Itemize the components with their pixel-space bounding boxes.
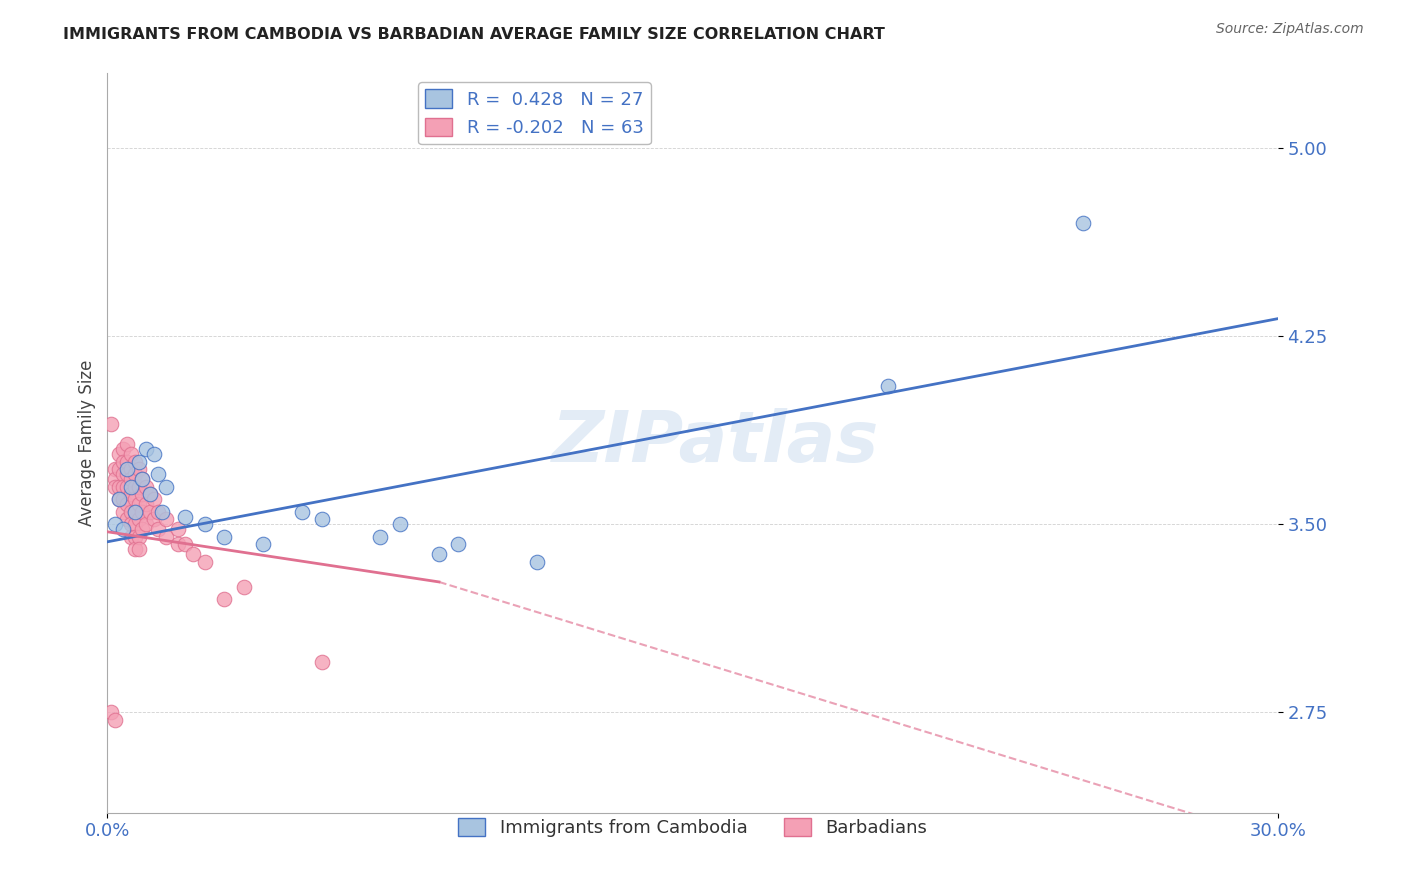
Point bbox=[128, 462, 150, 476]
Point bbox=[311, 512, 333, 526]
Point bbox=[120, 480, 142, 494]
Point bbox=[128, 530, 150, 544]
Point bbox=[124, 454, 146, 468]
Point bbox=[214, 592, 236, 607]
Point bbox=[146, 467, 169, 482]
Point bbox=[104, 472, 127, 486]
Point bbox=[370, 530, 392, 544]
Point bbox=[120, 517, 142, 532]
Point bbox=[108, 462, 131, 476]
Point bbox=[120, 462, 142, 476]
Point bbox=[111, 442, 134, 456]
Point bbox=[120, 505, 142, 519]
Point bbox=[143, 512, 166, 526]
Point bbox=[174, 537, 197, 551]
Point bbox=[128, 497, 150, 511]
Point bbox=[115, 480, 138, 494]
Point bbox=[108, 447, 131, 461]
Point bbox=[108, 492, 131, 507]
Point bbox=[131, 472, 153, 486]
Point bbox=[526, 555, 548, 569]
Point bbox=[120, 530, 142, 544]
Point bbox=[104, 517, 127, 532]
Point bbox=[124, 542, 146, 557]
Point bbox=[143, 492, 166, 507]
Point bbox=[174, 509, 197, 524]
Point bbox=[111, 492, 134, 507]
Point bbox=[135, 517, 157, 532]
Point bbox=[311, 655, 333, 669]
Point bbox=[427, 547, 450, 561]
Point bbox=[876, 379, 898, 393]
Point bbox=[111, 454, 134, 468]
Point bbox=[194, 555, 217, 569]
Point bbox=[104, 713, 127, 727]
Point bbox=[128, 542, 150, 557]
Point bbox=[115, 497, 138, 511]
Point bbox=[155, 480, 177, 494]
Point bbox=[139, 487, 162, 501]
Point bbox=[155, 512, 177, 526]
Text: Source: ZipAtlas.com: Source: ZipAtlas.com bbox=[1216, 22, 1364, 37]
Point bbox=[139, 505, 162, 519]
Text: ZIPatlas: ZIPatlas bbox=[553, 409, 880, 477]
Point bbox=[108, 480, 131, 494]
Point bbox=[146, 505, 169, 519]
Point bbox=[150, 505, 173, 519]
Legend: Immigrants from Cambodia, Barbadians: Immigrants from Cambodia, Barbadians bbox=[451, 811, 934, 844]
Point bbox=[111, 480, 134, 494]
Point bbox=[115, 512, 138, 526]
Point bbox=[155, 530, 177, 544]
Point bbox=[111, 467, 134, 482]
Point bbox=[115, 462, 138, 476]
Y-axis label: Average Family Size: Average Family Size bbox=[79, 359, 96, 526]
Point bbox=[115, 467, 138, 482]
Point bbox=[111, 522, 134, 536]
Point bbox=[166, 522, 188, 536]
Point bbox=[146, 522, 169, 536]
Point bbox=[388, 517, 411, 532]
Point bbox=[104, 462, 127, 476]
Point bbox=[131, 472, 153, 486]
Point bbox=[128, 512, 150, 526]
Point bbox=[108, 492, 131, 507]
Point bbox=[131, 505, 153, 519]
Point bbox=[166, 537, 188, 551]
Point bbox=[124, 467, 146, 482]
Point bbox=[120, 447, 142, 461]
Point bbox=[128, 454, 150, 468]
Point bbox=[143, 447, 166, 461]
Point bbox=[115, 437, 138, 451]
Point bbox=[214, 530, 236, 544]
Point bbox=[124, 480, 146, 494]
Point bbox=[124, 530, 146, 544]
Point bbox=[124, 505, 146, 519]
Point bbox=[115, 454, 138, 468]
Point bbox=[100, 417, 122, 431]
Point bbox=[232, 580, 254, 594]
Point bbox=[252, 537, 274, 551]
Point bbox=[194, 517, 217, 532]
Point bbox=[139, 487, 162, 501]
Point bbox=[104, 480, 127, 494]
Point bbox=[124, 492, 146, 507]
Point bbox=[131, 487, 153, 501]
Point bbox=[131, 522, 153, 536]
Point bbox=[124, 517, 146, 532]
Point bbox=[100, 706, 122, 720]
Point bbox=[124, 505, 146, 519]
Point bbox=[135, 442, 157, 456]
Point bbox=[135, 497, 157, 511]
Point bbox=[111, 505, 134, 519]
Point bbox=[447, 537, 470, 551]
Text: IMMIGRANTS FROM CAMBODIA VS BARBADIAN AVERAGE FAMILY SIZE CORRELATION CHART: IMMIGRANTS FROM CAMBODIA VS BARBADIAN AV… bbox=[63, 27, 886, 42]
Point bbox=[291, 505, 314, 519]
Point bbox=[135, 480, 157, 494]
Point bbox=[181, 547, 204, 561]
Point bbox=[120, 472, 142, 486]
Point bbox=[120, 487, 142, 501]
Point bbox=[128, 480, 150, 494]
Point bbox=[1071, 216, 1094, 230]
